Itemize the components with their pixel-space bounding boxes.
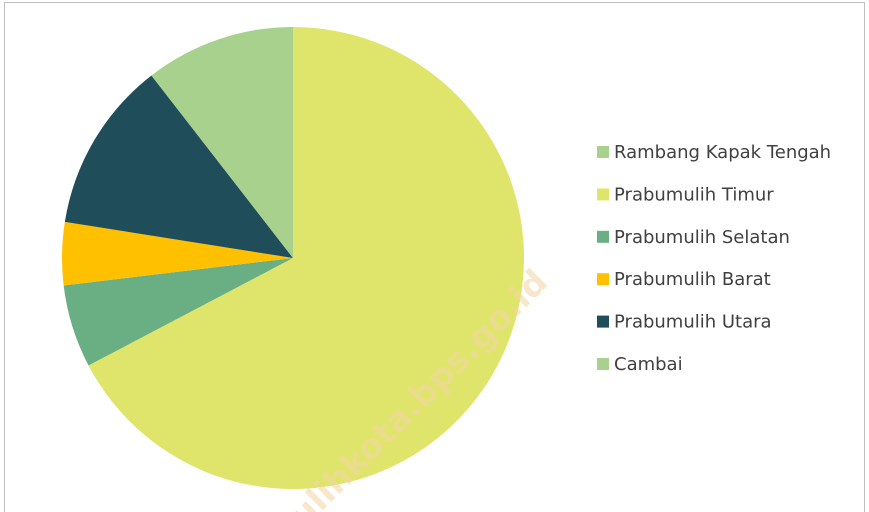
legend-label: Prabumulih Selatan bbox=[614, 227, 790, 248]
legend-label: Rambang Kapak Tengah bbox=[614, 142, 831, 163]
pie-slice bbox=[88, 27, 524, 489]
pie-slice bbox=[63, 258, 293, 366]
legend-label: Prabumulih Barat bbox=[614, 269, 771, 290]
pie-slice bbox=[151, 27, 293, 258]
legend-swatch bbox=[597, 358, 609, 370]
legend-swatch bbox=[597, 146, 609, 158]
legend-label: Cambai bbox=[614, 354, 683, 375]
pie-slice bbox=[64, 75, 293, 259]
legend-swatch bbox=[597, 315, 609, 328]
legend-label: Prabumulih Utara bbox=[614, 312, 772, 333]
legend-swatch bbox=[597, 230, 609, 243]
legend-swatch bbox=[597, 273, 609, 286]
pie-slice bbox=[62, 221, 293, 286]
legend-swatch bbox=[597, 188, 609, 201]
legend-label: Prabumulih Timur bbox=[614, 184, 774, 205]
